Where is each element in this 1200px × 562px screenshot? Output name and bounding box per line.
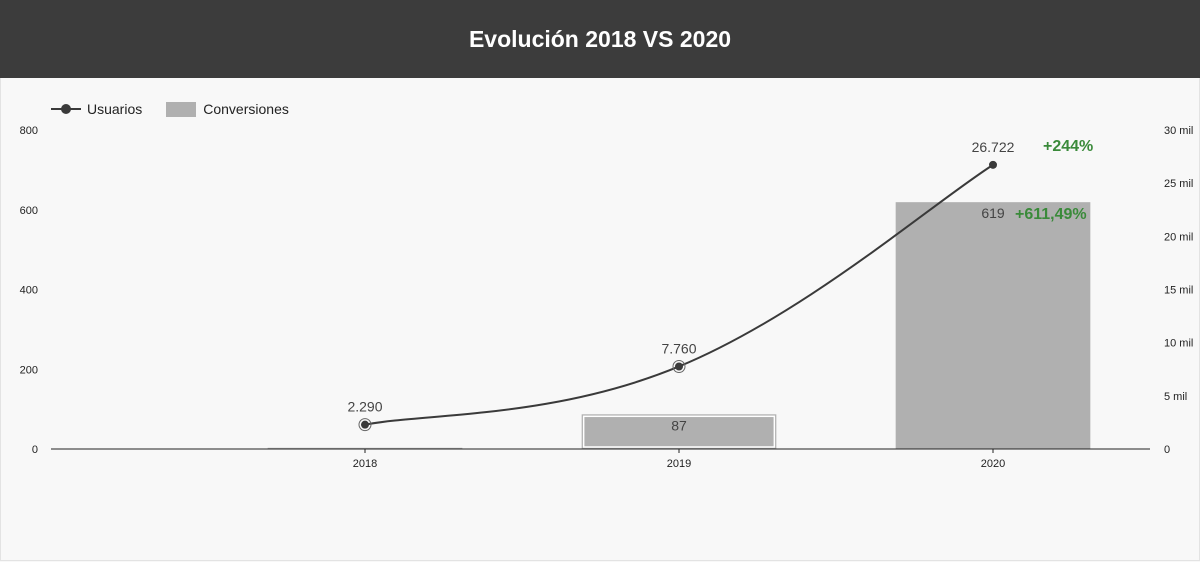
chart-header: Evolución 2018 VS 2020 [0, 0, 1200, 78]
line-data-label: 2.290 [347, 399, 382, 415]
chart-legend: Usuarios Conversiones [51, 99, 313, 119]
y-left-tick-label: 400 [20, 285, 38, 297]
y-right-tick-label: 15 mil [1164, 285, 1193, 297]
bar-2020 [895, 202, 1091, 449]
y-left-tick-label: 600 [20, 205, 38, 217]
bar-2019 [581, 414, 777, 449]
y-right-tick-label: 25 mil [1164, 178, 1193, 190]
legend-line-swatch [51, 103, 81, 115]
x-tick-label: 2019 [667, 458, 691, 470]
point-highlight-ring [358, 418, 372, 432]
legend-bar-swatch [166, 101, 197, 117]
y-right-tick-label: 5 mil [1164, 391, 1187, 403]
x-tick-label: 2020 [981, 458, 1005, 470]
legend-usuarios-label: Usuarios [87, 101, 143, 117]
legend-item-usuarios[interactable]: Usuarios [51, 101, 142, 117]
y-left-tick-label: 800 [20, 125, 38, 137]
bar-2018 [267, 447, 463, 449]
growth-annotation: +244% [1043, 138, 1093, 155]
y-left-tick-label: 0 [32, 444, 38, 456]
y-right-tick-label: 30 mil [1164, 125, 1193, 137]
usuarios-point-2020 [989, 160, 997, 169]
y-right-tick-label: 0 [1164, 444, 1170, 456]
legend-item-conversiones[interactable]: Conversiones [166, 101, 289, 117]
y-right-tick-label: 10 mil [1164, 338, 1193, 350]
legend-conversiones-label: Conversiones [203, 101, 289, 117]
usuarios-point-2018 [361, 420, 369, 429]
y-left-tick-label: 200 [20, 364, 38, 376]
x-tick-label: 2018 [353, 458, 377, 470]
y-right-tick-label: 20 mil [1164, 231, 1193, 243]
usuarios-point-2019 [675, 362, 683, 371]
growth-annotation: +611,49% [1015, 206, 1087, 223]
bar-data-label: 87 [671, 417, 687, 433]
bar-data-label: 619 [981, 205, 1005, 221]
line-data-label: 7.760 [661, 340, 696, 356]
line-data-label: 26.722 [972, 139, 1015, 155]
chart-title: Evolución 2018 VS 2020 [468, 25, 732, 52]
point-highlight-ring [672, 359, 686, 373]
bar-highlight-outline [582, 415, 776, 448]
